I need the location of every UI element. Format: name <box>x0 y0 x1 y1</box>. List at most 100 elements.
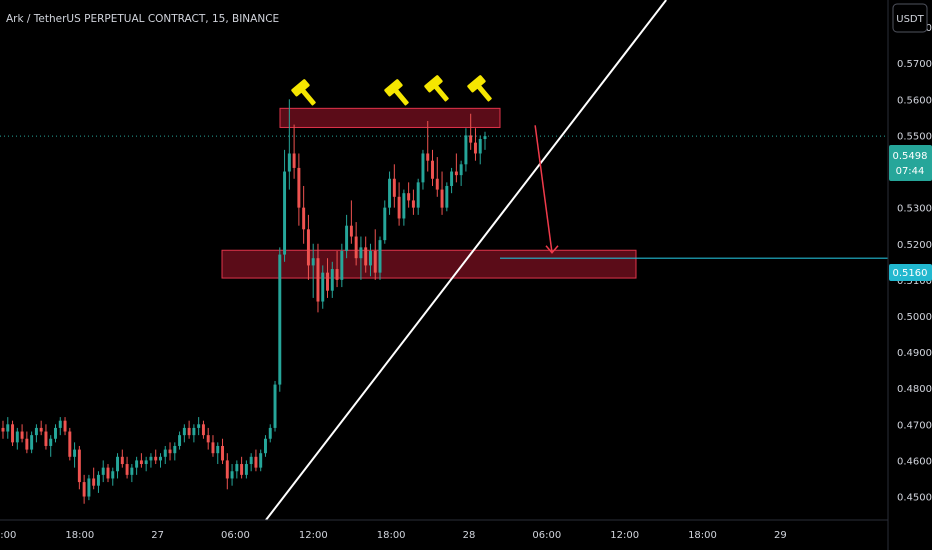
price-tick-label: 0.4600 <box>897 456 932 467</box>
candle <box>101 460 105 483</box>
currency-button[interactable]: USDT <box>892 3 928 33</box>
candle-body <box>106 467 110 479</box>
hammer-head <box>467 75 486 93</box>
candle-body <box>173 445 177 454</box>
candle-body <box>440 189 444 208</box>
candle-body <box>326 272 329 291</box>
candle <box>349 200 353 244</box>
candle-body <box>364 247 368 266</box>
candle-body <box>473 142 477 154</box>
candle <box>330 261 334 298</box>
chart-title: Ark / TetherUS PERPETUAL CONTRACT, 15, B… <box>6 13 279 25</box>
candle <box>302 185 306 244</box>
candle-body <box>411 200 415 208</box>
time-tick-label: 12:00 <box>610 530 639 541</box>
hammer-head <box>291 79 310 97</box>
candle-body <box>454 171 458 176</box>
resistance-zone[interactable] <box>279 107 501 128</box>
candle <box>335 250 339 288</box>
candle <box>25 431 29 454</box>
candle-body <box>273 384 277 428</box>
candle-body <box>349 225 353 237</box>
candle <box>235 460 239 479</box>
candle-body <box>354 236 358 259</box>
candle <box>159 453 162 468</box>
candle <box>54 424 57 443</box>
candle-body <box>63 420 67 432</box>
candle-body <box>178 435 182 446</box>
candle <box>311 243 315 298</box>
candle-body <box>478 139 482 154</box>
candle <box>187 420 191 439</box>
candle <box>1 420 5 439</box>
price-tick-label: 0.5000 <box>897 312 932 323</box>
candle <box>368 243 372 277</box>
candle-body <box>87 478 91 497</box>
candle <box>464 128 468 172</box>
candle-body <box>283 171 287 255</box>
candle-body <box>149 456 153 461</box>
candle-body <box>445 185 449 208</box>
last-price-tag-bg <box>889 145 932 181</box>
candle <box>445 182 449 212</box>
projection-arrow[interactable] <box>534 125 553 253</box>
candle-body <box>407 193 411 201</box>
candle-body <box>378 240 382 273</box>
candle-body <box>92 478 96 486</box>
candle-body <box>159 456 162 461</box>
candle-body <box>96 474 100 486</box>
candle <box>383 200 387 244</box>
candle <box>216 442 220 465</box>
candle-body <box>244 464 248 475</box>
candle <box>402 189 406 226</box>
candle <box>283 149 287 262</box>
price-tick-label: 0.4800 <box>897 384 932 395</box>
candle-body <box>211 442 215 454</box>
candle-body <box>345 225 349 251</box>
candle-body <box>421 153 425 183</box>
candle <box>73 442 77 468</box>
candle <box>15 427 19 450</box>
candle-body <box>130 467 134 475</box>
hammer-icon <box>467 75 492 102</box>
candle <box>473 128 477 161</box>
candle <box>230 464 234 486</box>
support-zone[interactable] <box>221 249 637 279</box>
candle <box>340 243 344 288</box>
candle <box>63 417 67 436</box>
candle-body <box>216 445 220 454</box>
candle-body <box>240 464 244 475</box>
candle-body <box>297 167 301 208</box>
candle <box>421 149 425 190</box>
candle <box>259 449 263 472</box>
candle <box>354 222 358 266</box>
candle <box>211 435 215 457</box>
trendline[interactable] <box>265 0 667 521</box>
hammer-handle <box>394 89 409 106</box>
price-tick-label: 0.5700 <box>897 59 932 70</box>
candle <box>20 424 24 443</box>
candle <box>120 449 124 468</box>
candle-body <box>120 456 124 465</box>
price-tick-label: 0.5100 <box>897 276 932 287</box>
candle-body <box>249 456 253 465</box>
candle <box>373 229 377 280</box>
candle <box>135 456 139 475</box>
candle-body <box>154 456 158 461</box>
candle <box>268 424 272 443</box>
candle <box>11 420 15 446</box>
candle <box>416 178 420 215</box>
candle <box>478 135 482 165</box>
time-tick-label: 12:00 <box>0 530 16 541</box>
candle-body <box>144 460 148 465</box>
candle <box>316 243 320 313</box>
candle-body <box>388 178 392 208</box>
candle <box>111 467 115 486</box>
time-axis[interactable]: 12:00 18:00 27 06:00 12:00 18:00 28 06:00 12:00 1… <box>0 519 888 541</box>
candle-body <box>373 250 377 273</box>
candle <box>297 153 301 226</box>
candle <box>359 236 363 280</box>
candle <box>201 420 205 439</box>
candle-body <box>469 135 473 143</box>
